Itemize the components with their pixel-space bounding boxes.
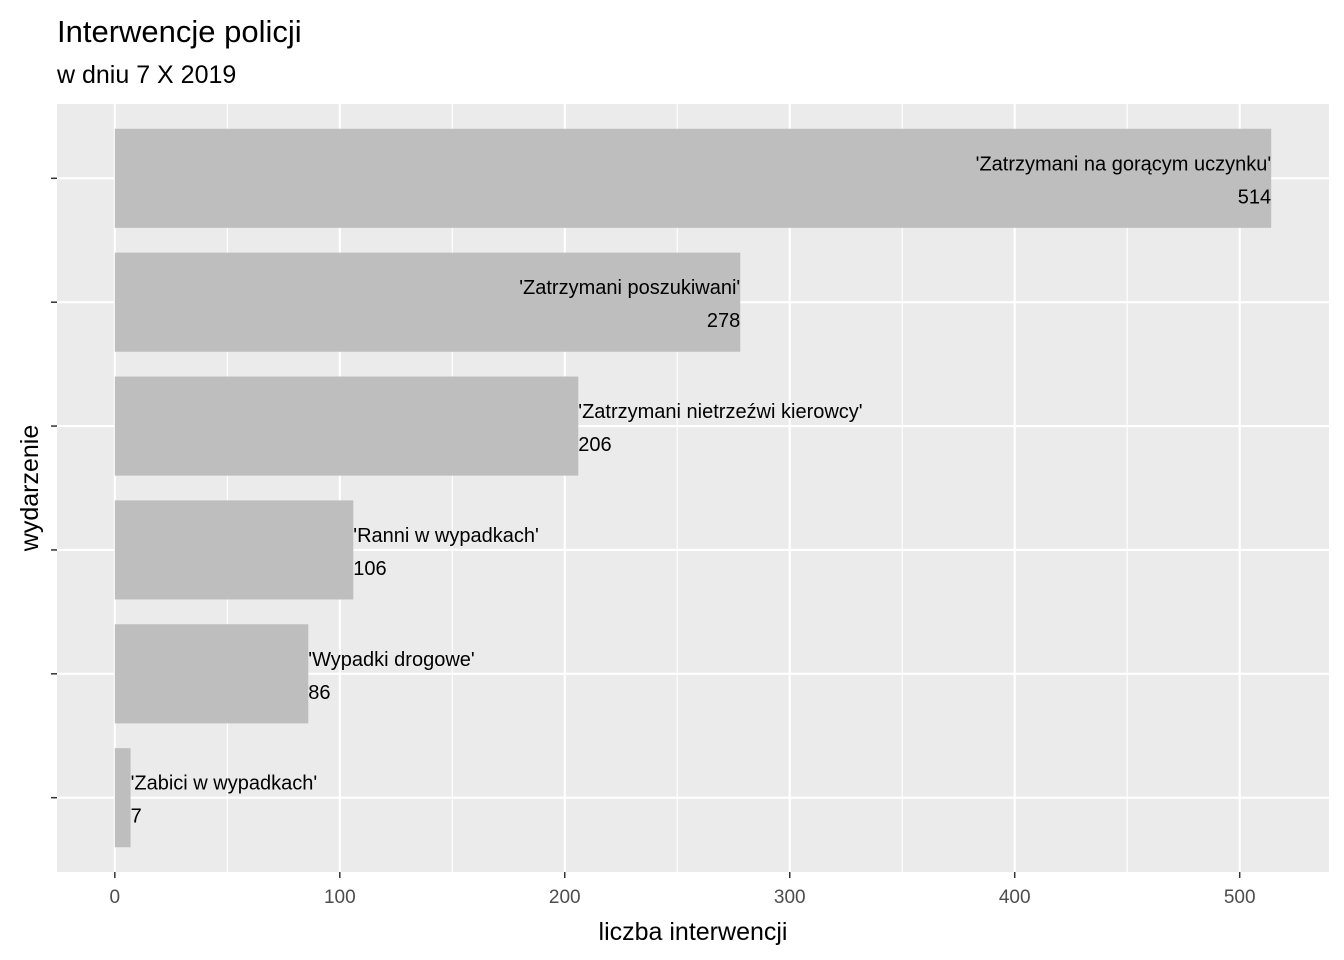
bar <box>114 128 1272 228</box>
plot-panel <box>57 104 1329 872</box>
bar-label-category: 'Wypadki drogowe' <box>308 649 474 671</box>
bar-label-value: 278 <box>707 310 740 332</box>
x-axis-tick-label: 200 <box>549 887 581 908</box>
x-axis-tick-label: 100 <box>324 887 356 908</box>
bar <box>114 748 131 848</box>
x-axis-tick-label: 0 <box>110 887 121 908</box>
x-axis-title: liczba interwencji <box>599 918 788 946</box>
bar-labels: 'Zatrzymani na gorącym uczynku' 514 'Zatrz… <box>131 153 1272 827</box>
y-axis-title: wydarzenie <box>16 425 44 552</box>
axes: 0 100 200 300 400 500 <box>51 177 1256 908</box>
bar <box>114 500 354 600</box>
bar-label-category: 'Ranni w wypadkach' <box>353 525 539 547</box>
bar-label-value: 7 <box>131 806 142 828</box>
x-axis-tick-label: 400 <box>999 887 1031 908</box>
bar-label-value: 106 <box>353 558 386 580</box>
bar <box>114 624 309 724</box>
bar-label-category: 'Zatrzymani na gorącym uczynku' <box>976 153 1272 175</box>
chart-subtitle: w dniu 7 X 2019 <box>56 61 236 89</box>
bar-label-category: 'Zatrzymani nietrzeźwi kierowcy' <box>578 401 862 423</box>
chart-title: Interwencje policji <box>57 14 302 49</box>
bar-label-category: 'Zabici w wypadkach' <box>131 773 318 795</box>
bar-label-category: 'Zatrzymani poszukiwani' <box>519 277 740 299</box>
bar-label-value: 514 <box>1238 186 1271 208</box>
x-axis-tick-label: 300 <box>774 887 806 908</box>
bars <box>114 128 1272 848</box>
bar-label-value: 86 <box>308 682 330 704</box>
bar <box>114 376 579 476</box>
bar-label-value: 206 <box>578 434 611 456</box>
x-axis-tick-label: 500 <box>1224 887 1256 908</box>
bar <box>114 252 741 352</box>
